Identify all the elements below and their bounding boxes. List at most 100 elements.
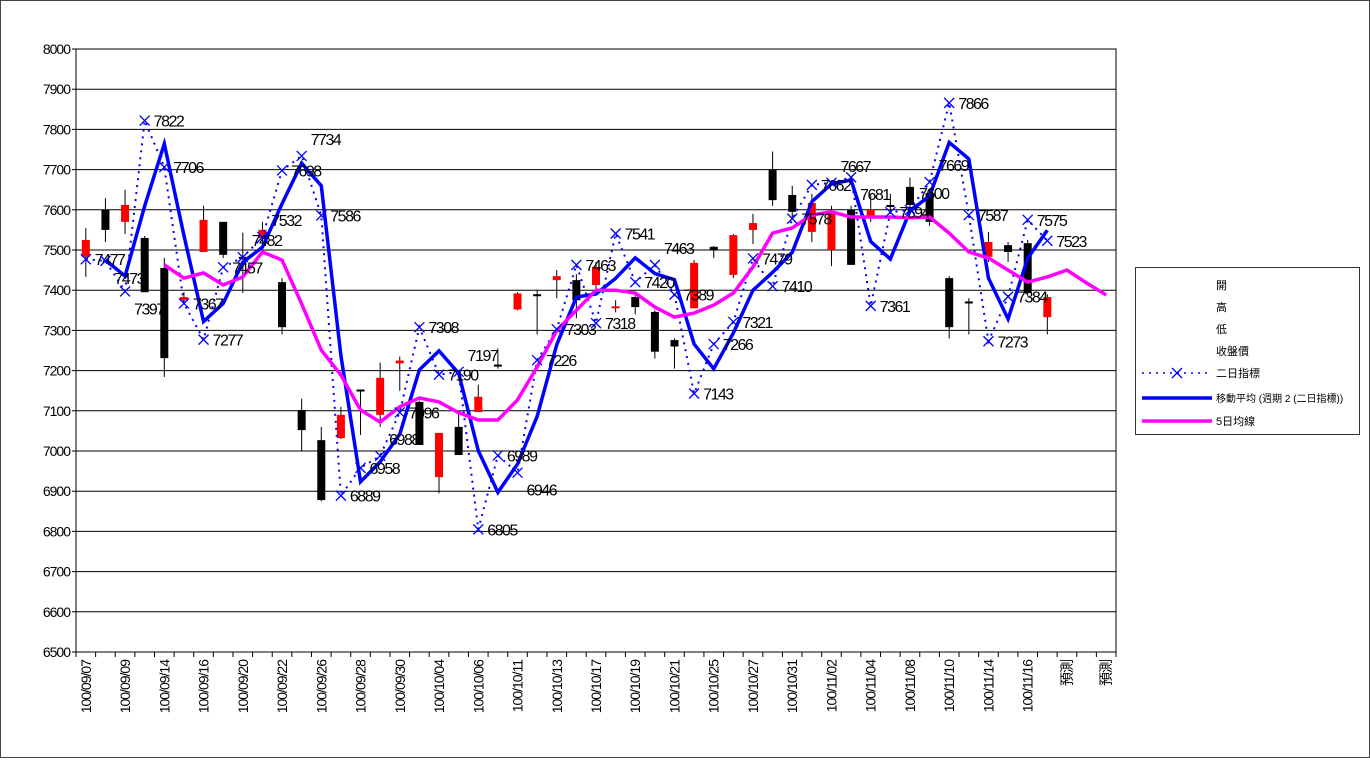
data-label: 7600: [919, 186, 950, 203]
candle-down: [670, 340, 679, 347]
x-axis: 100/09/07 100/09/09 100/09/14 100/09/16 100/…: [75, 652, 1117, 713]
data-label: 7321: [742, 315, 773, 332]
candle-up: [807, 202, 816, 232]
candle-down: [964, 301, 973, 304]
data-label: 7096: [409, 405, 440, 422]
indicator-marker: [217, 261, 229, 273]
candle-down: [886, 204, 895, 207]
data-label: 7479: [762, 251, 793, 268]
y-tick-label: 7900: [43, 81, 71, 97]
indicator-marker: [629, 276, 641, 288]
candle-down: [297, 409, 306, 431]
indicator-marker: [943, 97, 955, 109]
indicator-marker: [119, 285, 131, 297]
candle-up: [827, 213, 836, 250]
candle-up: [1043, 297, 1052, 318]
data-label: 7143: [703, 387, 734, 404]
moving-average-line: [104, 137, 1049, 496]
x-tick-label: 100/09/14: [156, 659, 172, 713]
candle-up: [690, 262, 699, 309]
x-tick-label: 100/10/25: [706, 659, 722, 713]
data-label: 7197: [468, 348, 499, 365]
indicator-marker: [492, 449, 504, 461]
candle-down: [945, 278, 954, 328]
data-label: 7532: [271, 213, 302, 230]
data-label: 7734: [311, 132, 342, 149]
x-tick-label: 預測: [1059, 660, 1075, 686]
indicator-marker: [256, 231, 268, 243]
blue-line-icon: [1142, 396, 1212, 400]
dotted-x-line-icon: [1142, 367, 1212, 379]
data-label: 6988: [389, 432, 420, 449]
indicator-marker: [335, 490, 347, 502]
data-label: 7273: [997, 334, 1028, 351]
indicator-marker: [413, 321, 425, 333]
legend-item-close: 收盤價: [1136, 340, 1359, 362]
indicator-2day-line: [85, 102, 1049, 530]
data-label: 7587: [978, 208, 1009, 225]
indicator-marker: [669, 289, 680, 301]
data-label: 7541: [625, 227, 656, 244]
candle-up: [984, 241, 993, 257]
candle-down: [140, 237, 149, 293]
x-tick-label: 100/09/30: [392, 659, 408, 713]
candle-down: [925, 192, 934, 222]
candle-up: [121, 204, 130, 222]
x-tick-label: 100/09/28: [353, 659, 369, 713]
y-tick-label: 7700: [43, 162, 71, 178]
y-tick-label: 6500: [43, 644, 71, 660]
x-tick-label: 100/10/21: [666, 659, 682, 713]
indicator-marker: [924, 176, 936, 188]
indicator-marker: [355, 462, 366, 474]
data-label: 7318: [605, 316, 636, 333]
data-label: 7594: [899, 205, 930, 222]
data-label: 7367: [193, 296, 224, 313]
indicator-marker: [884, 206, 896, 218]
data-label: 7308: [428, 320, 459, 337]
indicator-marker: [982, 335, 994, 347]
data-labels: 7477 7473 7397 7822 7706 7367 7277 7457 7482 7532…: [80, 96, 1089, 539]
indicator-marker: [198, 334, 210, 346]
indicator-marker: [826, 177, 837, 189]
y-tick-label: 7300: [43, 322, 71, 338]
y-tick-label: 8000: [43, 41, 71, 57]
candle-up: [592, 266, 600, 285]
data-label: 7473: [114, 271, 145, 288]
candle-up: [179, 297, 188, 301]
indicator-marker: [708, 338, 720, 350]
legend-label: 移動平均 (週期 2 (二日指標)): [1216, 394, 1344, 405]
x-tick-label: 100/09/16: [196, 659, 212, 713]
x-tick-label: 100/11/04: [863, 659, 879, 712]
data-label: 7578: [801, 212, 832, 229]
gridlines: [76, 48, 1116, 653]
data-label: 7463: [664, 241, 695, 258]
candle-up: [395, 360, 404, 364]
x-tick-label: 100/11/08: [902, 659, 918, 712]
indicator-marker: [786, 213, 798, 225]
data-label: 7681: [860, 187, 891, 204]
candle-down: [278, 282, 287, 328]
indicator-marker: [512, 467, 523, 479]
data-label: 7361: [880, 299, 911, 316]
x-tick-label: 100/09/09: [117, 659, 133, 713]
data-label: 7420: [644, 275, 675, 292]
candle-up: [81, 239, 90, 257]
indicator-marker: [1041, 235, 1053, 247]
data-label: 7384: [1017, 290, 1048, 307]
data-label: 7669: [939, 158, 970, 175]
indicator-marker: [158, 161, 170, 173]
candle-down: [709, 246, 718, 250]
data-label: 6805: [487, 522, 518, 539]
indicator-marker: [453, 366, 465, 378]
y-tick-label: 6800: [43, 523, 71, 539]
x-tick-label: 100/09/20: [235, 659, 251, 713]
indicator-marker: [237, 251, 249, 263]
legend-label: 收盤價: [1216, 346, 1249, 358]
x-tick-label: 100/10/13: [549, 659, 565, 713]
indicator-marker: [433, 369, 445, 381]
indicator-marker: [394, 406, 406, 418]
data-label: 7586: [330, 208, 361, 225]
indicator-marker: [747, 252, 759, 264]
indicator-marker: [649, 259, 661, 271]
